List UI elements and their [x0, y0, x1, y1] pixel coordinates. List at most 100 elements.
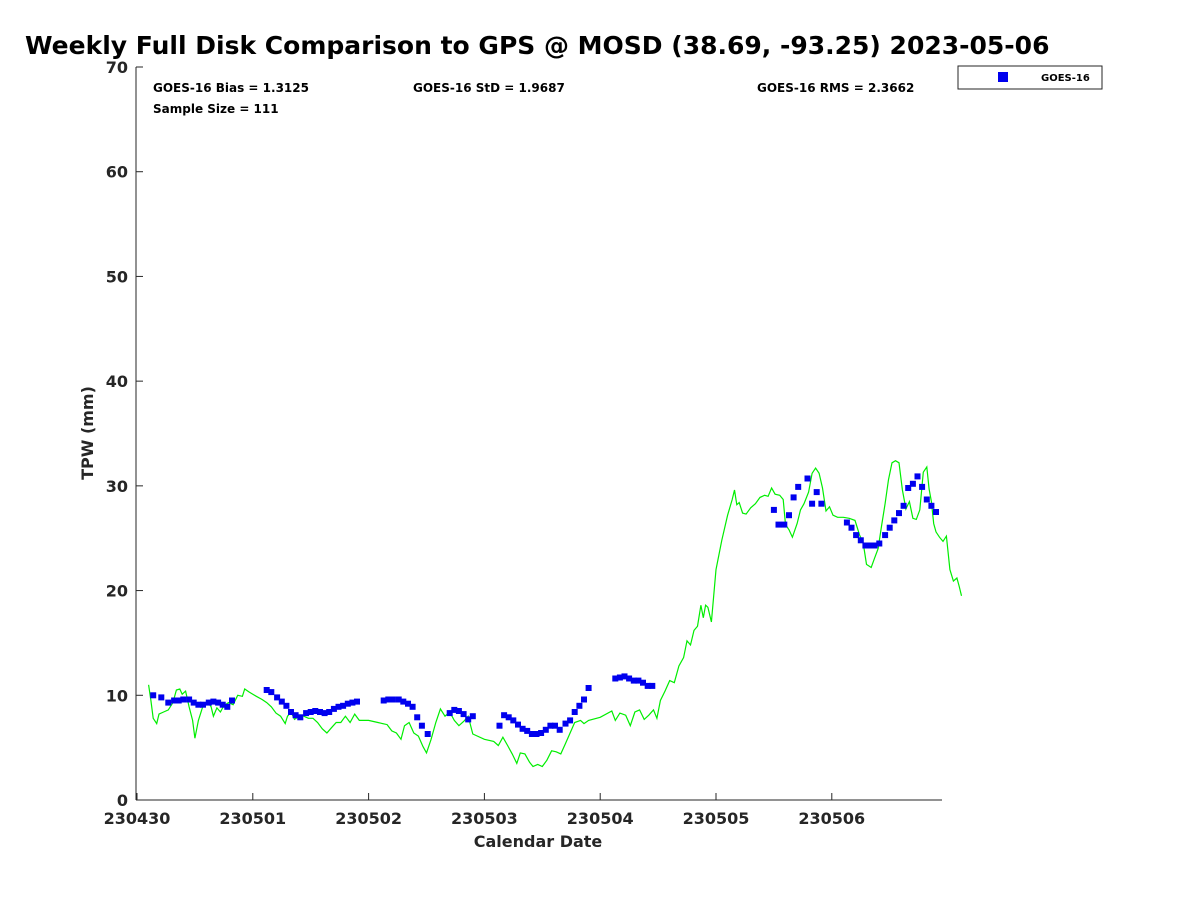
goes16-point — [809, 500, 816, 507]
goes16-point — [180, 696, 187, 703]
goes16-point — [538, 730, 545, 736]
goes16-point — [469, 713, 476, 720]
goes16-point — [813, 489, 820, 496]
goes-marker-layer — [150, 473, 939, 737]
goes16-point — [303, 710, 310, 717]
y-tick-label: 40 — [106, 372, 128, 391]
goes16-point — [268, 689, 275, 696]
goes16-point — [786, 512, 792, 519]
y-axis-ticks: 0 10 20 30 40 50 60 70 — [106, 58, 143, 810]
goes16-point — [616, 674, 623, 681]
goes16-point — [205, 699, 212, 706]
goes16-point — [928, 502, 935, 509]
goes16-point — [175, 697, 182, 704]
goes16-point — [278, 698, 285, 705]
goes16-point — [210, 698, 217, 705]
y-tick-label: 10 — [106, 686, 128, 705]
goes16-point — [158, 694, 165, 701]
goes16-point — [224, 703, 231, 710]
goes16-point — [451, 706, 458, 713]
goes16-point — [909, 480, 916, 487]
goes16-point — [621, 673, 628, 680]
goes16-point — [395, 696, 402, 703]
goes16-point — [165, 699, 172, 706]
goes16-point — [552, 722, 558, 729]
y-tick-label: 60 — [106, 163, 128, 182]
y-tick-label: 70 — [106, 58, 128, 77]
goes16-point — [528, 731, 535, 737]
goes16-point — [876, 540, 883, 547]
goes16-point — [626, 675, 633, 682]
x-tick-label: 230504 — [567, 809, 634, 828]
goes16-point — [524, 727, 531, 734]
goes16-point — [405, 700, 411, 707]
y-tick-label: 20 — [106, 582, 128, 601]
goes16-point — [385, 696, 392, 703]
chart-title: Weekly Full Disk Comparison to GPS @ MOS… — [25, 31, 1049, 60]
goes16-point — [186, 696, 193, 703]
x-tick-label: 230506 — [798, 809, 865, 828]
goes16-point — [321, 710, 328, 717]
bias-stat: GOES-16 Bias = 1.3125 — [153, 81, 309, 95]
legend-label: GOES-16 — [1041, 73, 1090, 84]
goes16-point — [843, 519, 850, 526]
goes16-point — [871, 542, 878, 549]
goes16-point — [649, 682, 656, 689]
goes16-point — [585, 685, 592, 691]
goes16-point — [515, 721, 521, 728]
goes16-point — [804, 475, 811, 482]
goes16-point — [630, 677, 637, 684]
goes16-point — [274, 694, 281, 701]
y-tick-label: 30 — [106, 477, 128, 496]
goes16-point — [781, 521, 788, 528]
goes16-point — [581, 696, 587, 703]
goes16-point — [635, 677, 642, 684]
goes16-point — [853, 532, 860, 539]
goes16-point — [886, 524, 893, 531]
goes16-point — [380, 697, 387, 704]
goes16-point — [283, 702, 290, 709]
goes16-point — [923, 496, 930, 503]
goes16-point — [200, 701, 206, 708]
goes16-point — [576, 702, 583, 709]
goes16-point — [891, 517, 898, 524]
goes16-point — [312, 708, 319, 714]
rms-stat: GOES-16 RMS = 2.3662 — [757, 81, 914, 95]
y-tick-label: 0 — [117, 791, 128, 810]
goes16-point — [229, 697, 235, 704]
x-tick-label: 230501 — [219, 809, 286, 828]
goes16-point — [150, 692, 157, 699]
goes16-point — [171, 697, 178, 704]
goes16-point — [867, 542, 873, 549]
goes16-point — [297, 714, 304, 721]
legend-box — [957, 65, 1103, 90]
goes16-point — [640, 679, 646, 686]
goes16-point — [542, 726, 549, 733]
goes16-point — [414, 714, 421, 721]
goes16-point — [263, 687, 270, 693]
goes16-point — [400, 698, 407, 705]
goes16-point — [349, 699, 356, 706]
y-tick-label: 50 — [106, 267, 128, 286]
goes16-point — [418, 722, 425, 729]
goes16-point — [562, 720, 569, 727]
goes16-point — [465, 716, 472, 723]
goes16-point — [288, 709, 294, 715]
plot-area — [135, 67, 963, 801]
goes16-point — [933, 509, 939, 515]
goes16-point — [344, 700, 351, 707]
goes16-point — [307, 709, 314, 715]
goes16-point — [795, 483, 802, 490]
goes16-point — [905, 485, 912, 491]
goes16-point — [914, 473, 921, 480]
goes16-point — [335, 703, 342, 710]
goes16-point — [770, 506, 777, 513]
goes16-point — [340, 702, 347, 709]
goes16-point — [409, 703, 416, 710]
goes16-point — [547, 722, 554, 729]
goes16-point — [790, 494, 797, 501]
goes16-point — [519, 725, 526, 732]
goes16-point — [848, 524, 855, 531]
std-stat: GOES-16 StD = 1.9687 — [413, 81, 565, 95]
plot-background — [136, 67, 942, 800]
